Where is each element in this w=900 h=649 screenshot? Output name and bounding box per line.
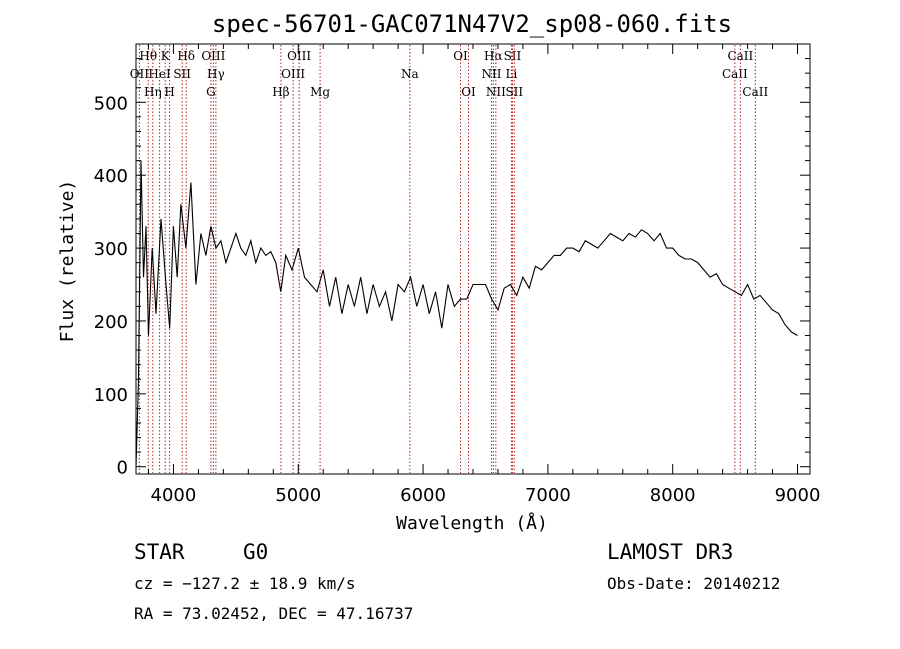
plot-frame [135, 43, 811, 475]
x-tick-label-5000: 5000 [275, 485, 321, 506]
marker-label-8: OIII [201, 49, 225, 63]
spectrum-line [135, 160, 798, 467]
marker-label-17: OI [461, 85, 476, 99]
marker-label-3: HeI [148, 67, 171, 81]
survey-name: LAMOST DR3 [607, 540, 734, 564]
marker-label-14: Mg [310, 85, 330, 99]
y-tick-label-100: 100 [94, 385, 128, 406]
x-axis-ticks: 4000 5000 6000 7000 8000 9000 [147, 44, 821, 506]
marker-label-0: OII [130, 67, 150, 81]
marker-label-24: CaII [722, 67, 748, 81]
marker-label-26: CaII [742, 85, 768, 99]
marker-label-5: H [164, 85, 174, 99]
coordinates: RA = 73.02452, DEC = 47.16737 [134, 604, 414, 623]
marker-label-23: SII [505, 85, 523, 99]
marker-label-4: K [161, 49, 171, 63]
x-tick-label-4000: 4000 [151, 485, 197, 506]
y-axis-ticks: 0 100 200 300 400 500 [94, 58, 810, 479]
y-tick-label-400: 400 [94, 166, 128, 187]
marker-label-16: OI [453, 49, 468, 63]
marker-label-15: Na [401, 67, 419, 81]
redshift-velocity: cz = −127.2 ± 18.9 km/s [134, 574, 356, 593]
y-axis-label: Flux (relative) [57, 180, 78, 343]
y-tick-label-500: 500 [94, 93, 128, 114]
line-markers: OII Hθ Hη HeI K H SII Hδ OIII Hγ G Hβ OIII OIII Mg Na OI… [130, 45, 768, 473]
marker-label-11: Hβ [272, 85, 289, 99]
observation-date: Obs-Date: 20140212 [607, 574, 781, 593]
x-tick-label-7000: 7000 [525, 485, 571, 506]
marker-label-18: NII [481, 67, 501, 81]
marker-label-7: Hδ [177, 49, 195, 63]
x-tick-label-6000: 6000 [400, 485, 446, 506]
marker-label-1: Hθ [139, 49, 157, 63]
marker-label-9: Hγ [207, 67, 225, 81]
marker-label-22: SII [504, 49, 522, 63]
subclass: G0 [243, 540, 269, 564]
y-tick-label-300: 300 [94, 239, 128, 260]
y-tick-label-0: 0 [117, 458, 128, 479]
y-tick-label-200: 200 [94, 312, 128, 333]
chart-title: spec-56701-GAC071N47V2_sp08-060.fits [212, 10, 732, 38]
x-tick-label-9000: 9000 [775, 485, 821, 506]
marker-label-10: G [206, 85, 216, 99]
marker-label-6: SII [173, 67, 191, 81]
marker-label-2: Hη [144, 85, 162, 99]
x-tick-label-8000: 8000 [650, 485, 696, 506]
marker-label-19: Hα [484, 49, 503, 63]
marker-label-21: Li [506, 67, 518, 81]
marker-label-13: OIII [287, 49, 311, 63]
marker-label-20: NII [486, 85, 506, 99]
object-class: STAR [134, 540, 185, 564]
marker-label-12: OIII [281, 67, 305, 81]
marker-label-25: CaII [727, 49, 753, 63]
x-axis-label: Wavelength (Å) [396, 512, 548, 534]
